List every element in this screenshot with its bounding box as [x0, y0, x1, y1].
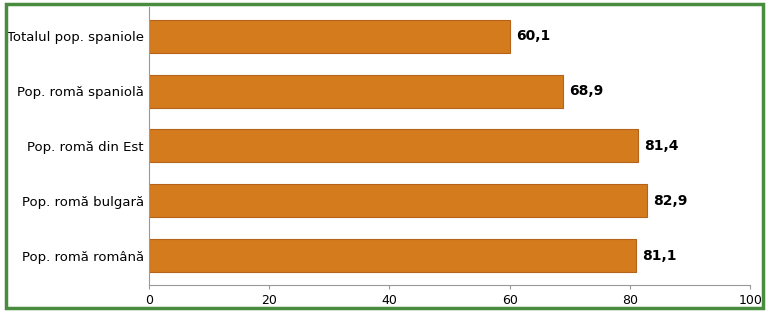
Text: 60,1: 60,1 [516, 29, 551, 43]
Bar [149, 74, 563, 107]
Bar [149, 184, 647, 217]
Bar [149, 19, 510, 52]
Bar [149, 129, 638, 162]
Text: 82,9: 82,9 [654, 194, 687, 208]
Text: 81,1: 81,1 [642, 249, 677, 263]
Text: 68,9: 68,9 [569, 84, 604, 98]
Bar [149, 239, 637, 272]
Text: 81,4: 81,4 [644, 139, 679, 153]
